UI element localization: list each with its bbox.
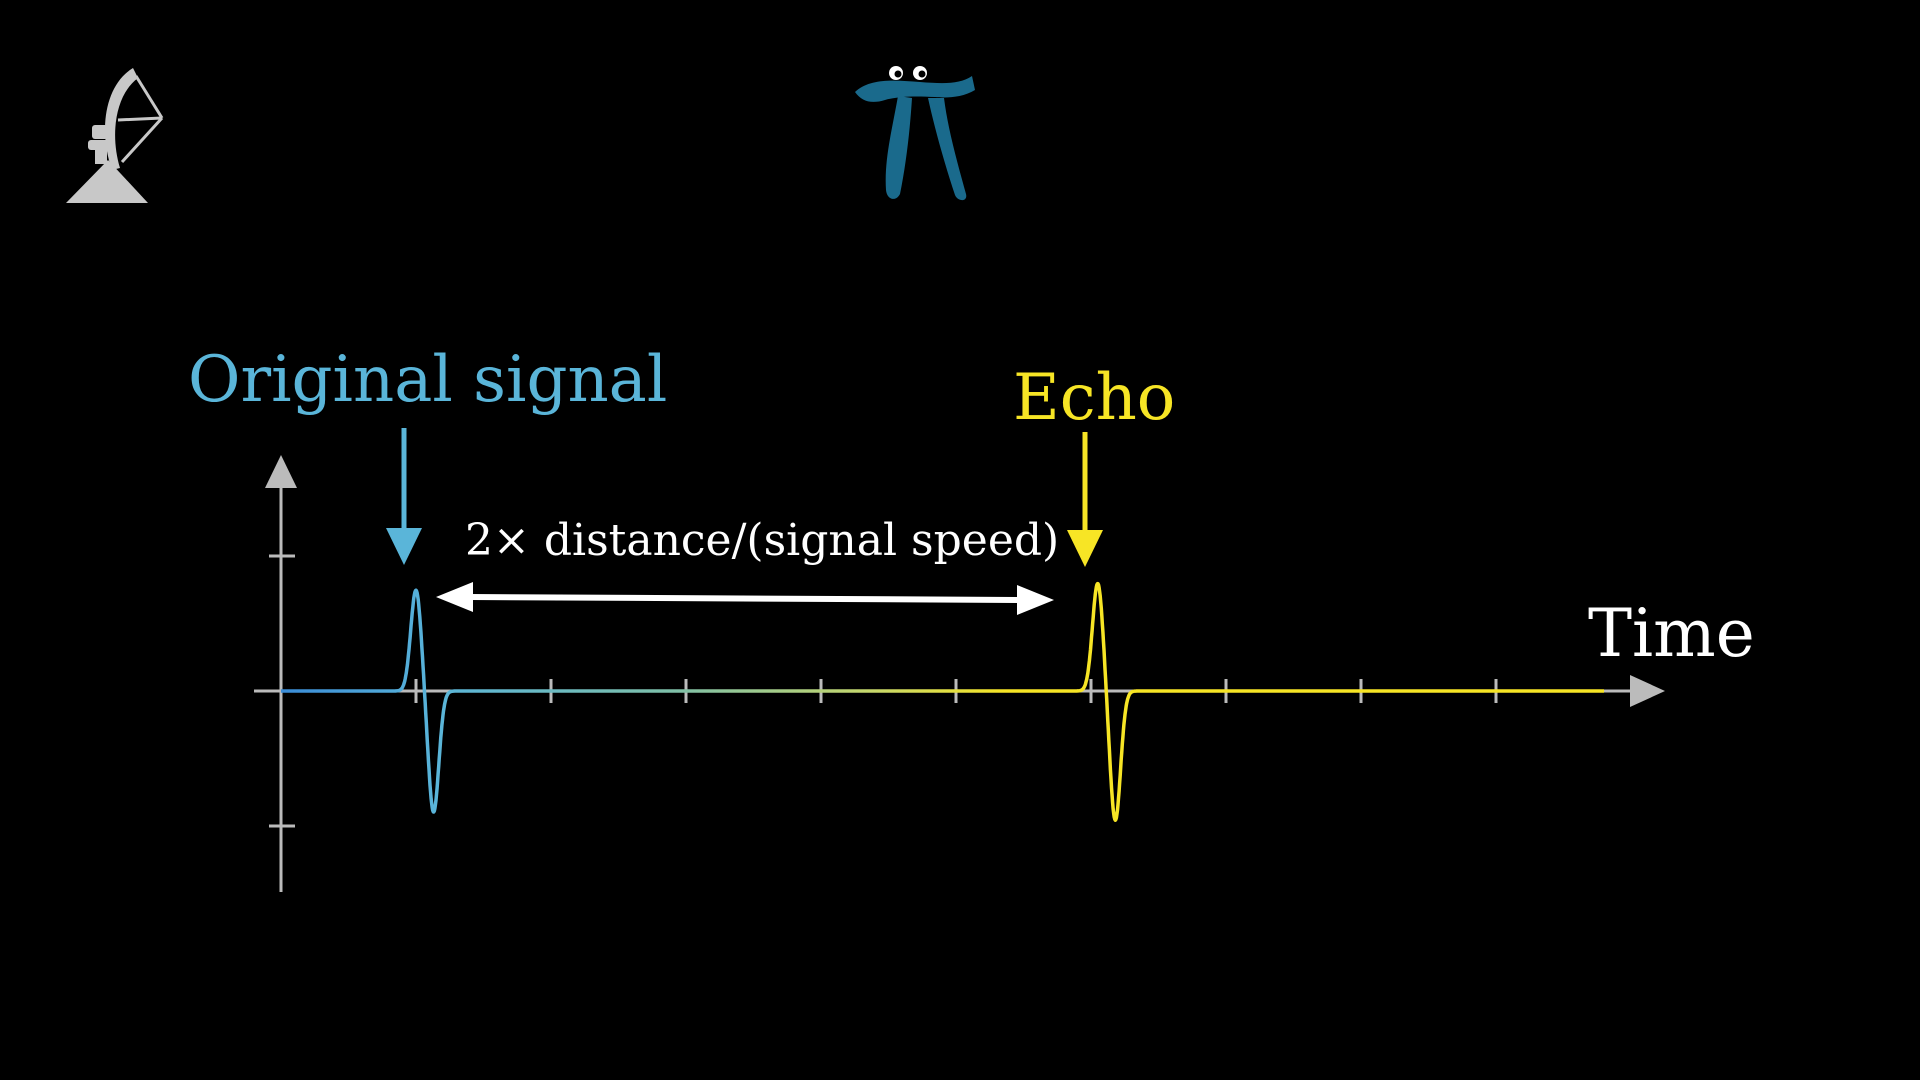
original-signal-label: Original signal — [188, 343, 667, 417]
y-axis-arrowhead — [265, 455, 297, 488]
echo-label: Echo — [1013, 361, 1175, 435]
pi-creature-icon — [855, 66, 975, 201]
original-signal-arrow — [386, 428, 422, 565]
signal-curve — [279, 581, 1606, 822]
delay-double-arrow — [436, 582, 1054, 615]
radar-dish-icon — [66, 68, 164, 203]
echo-arrow — [1067, 432, 1103, 567]
x-axis-label: Time — [1588, 595, 1755, 672]
delay-label: 2× distance/(signal speed) — [465, 515, 1059, 566]
y-ticks — [269, 554, 295, 828]
x-axis-arrowhead — [1630, 675, 1665, 707]
